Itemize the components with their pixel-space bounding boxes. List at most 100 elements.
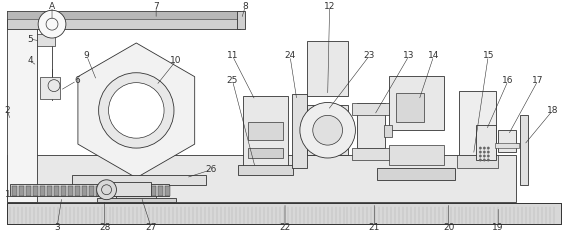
Bar: [520, 115, 528, 185]
Circle shape: [108, 83, 164, 138]
Circle shape: [479, 151, 482, 153]
Circle shape: [487, 147, 490, 149]
Bar: [7, 155, 516, 202]
Bar: [384, 125, 392, 137]
Bar: [7, 11, 241, 29]
Bar: [45, 23, 59, 31]
Text: 8: 8: [242, 2, 248, 11]
Bar: [7, 203, 561, 224]
Bar: [377, 168, 455, 180]
Bar: [33, 186, 38, 196]
Bar: [456, 155, 498, 168]
Bar: [307, 105, 348, 155]
Text: 5: 5: [28, 34, 33, 43]
Text: 16: 16: [502, 76, 514, 85]
Bar: [130, 186, 135, 196]
Bar: [307, 41, 348, 96]
Bar: [352, 148, 390, 160]
Circle shape: [483, 155, 486, 157]
Bar: [82, 186, 87, 196]
Bar: [495, 143, 519, 148]
Text: 15: 15: [483, 51, 494, 60]
Bar: [47, 186, 52, 196]
Bar: [158, 186, 163, 196]
Bar: [103, 186, 107, 196]
Bar: [26, 186, 31, 196]
Circle shape: [479, 147, 482, 149]
Bar: [96, 198, 176, 202]
Bar: [137, 186, 142, 196]
Circle shape: [483, 159, 486, 161]
Bar: [7, 203, 561, 224]
Bar: [498, 130, 516, 152]
Bar: [89, 186, 94, 196]
Circle shape: [38, 10, 66, 38]
Bar: [117, 185, 156, 200]
Bar: [151, 186, 156, 196]
Bar: [165, 186, 170, 196]
Text: 13: 13: [403, 51, 414, 60]
Bar: [7, 11, 241, 19]
Bar: [476, 125, 496, 160]
Text: 3: 3: [54, 223, 60, 232]
Text: 20: 20: [443, 223, 454, 232]
Bar: [10, 184, 169, 196]
Bar: [238, 165, 293, 175]
Bar: [68, 186, 73, 196]
Text: 19: 19: [492, 223, 504, 232]
Bar: [249, 148, 283, 158]
Text: 12: 12: [324, 2, 335, 11]
Text: 2: 2: [5, 106, 10, 115]
Bar: [110, 186, 114, 196]
Bar: [117, 186, 122, 196]
Bar: [37, 34, 55, 46]
Text: 10: 10: [170, 56, 182, 65]
Circle shape: [483, 151, 486, 153]
Circle shape: [487, 159, 490, 161]
Bar: [123, 186, 129, 196]
Bar: [114, 182, 151, 196]
Polygon shape: [78, 43, 195, 178]
Bar: [54, 186, 59, 196]
Text: 22: 22: [280, 223, 290, 232]
Bar: [249, 122, 283, 140]
Bar: [40, 77, 60, 98]
Bar: [243, 96, 288, 170]
Circle shape: [96, 180, 117, 200]
Text: 7: 7: [153, 2, 159, 11]
Bar: [389, 145, 444, 165]
Text: 24: 24: [284, 51, 296, 60]
Text: 6: 6: [74, 76, 80, 85]
Text: 14: 14: [428, 51, 440, 60]
Bar: [96, 186, 100, 196]
Bar: [72, 175, 205, 185]
Text: 23: 23: [363, 51, 375, 60]
Bar: [389, 76, 444, 130]
Text: 11: 11: [227, 51, 238, 60]
Text: 17: 17: [532, 76, 544, 85]
Bar: [20, 186, 24, 196]
Text: 25: 25: [227, 76, 238, 85]
Text: 27: 27: [145, 223, 157, 232]
Bar: [459, 91, 496, 155]
Circle shape: [300, 103, 355, 158]
Bar: [396, 92, 424, 122]
Bar: [75, 186, 80, 196]
Text: 28: 28: [99, 223, 110, 232]
Circle shape: [479, 155, 482, 157]
Text: 21: 21: [369, 223, 380, 232]
Bar: [61, 186, 66, 196]
Bar: [144, 186, 149, 196]
Text: A: A: [49, 2, 55, 11]
Text: 26: 26: [205, 165, 216, 174]
Bar: [352, 103, 390, 115]
Circle shape: [479, 159, 482, 161]
Bar: [358, 103, 385, 148]
Text: 4: 4: [28, 56, 33, 65]
Bar: [13, 186, 17, 196]
Text: 18: 18: [547, 106, 559, 115]
Text: 9: 9: [84, 51, 90, 60]
Bar: [40, 186, 45, 196]
Circle shape: [483, 147, 486, 149]
Circle shape: [99, 73, 174, 148]
